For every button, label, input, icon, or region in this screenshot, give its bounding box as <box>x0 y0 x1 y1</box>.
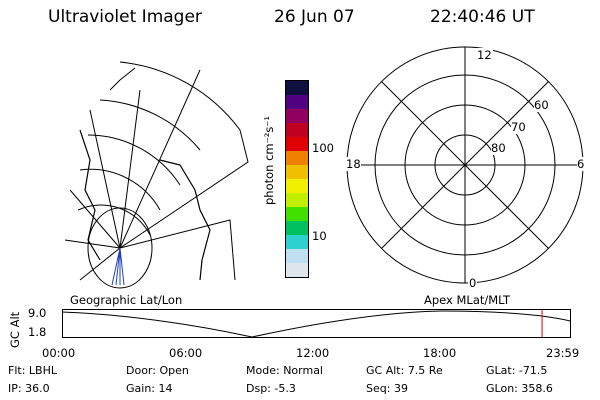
timeline-xtick-4: 23:59 <box>546 346 580 360</box>
geographic-map <box>64 61 249 289</box>
coastline-2 <box>159 159 211 281</box>
status-flt: Flt: LBHL <box>8 364 57 377</box>
lat-arc-1 <box>119 61 241 131</box>
colorbar-segment <box>286 263 308 277</box>
colorbar-segment <box>286 123 308 137</box>
status-dsp: Dsp: -5.3 <box>246 382 296 395</box>
status-ip: IP: 36.0 <box>8 382 50 395</box>
colorbar-segment <box>286 179 308 193</box>
mlt-label-6: 6 <box>577 157 585 171</box>
map-edge <box>119 129 249 249</box>
time: 22:40:46 UT <box>430 7 535 27</box>
polar-plot <box>346 46 584 284</box>
colorbar-segment <box>286 109 308 123</box>
altitude-curve <box>62 310 571 338</box>
title: Ultraviolet Imager <box>48 7 202 27</box>
timeline-xtick-0: 00:00 <box>42 346 76 360</box>
meridian-7 <box>119 219 236 281</box>
colorbar-segment <box>286 193 308 207</box>
timeline-xtick-3: 18:00 <box>423 346 457 360</box>
lat-arc-2 <box>99 99 201 151</box>
status-seq: Seq: 39 <box>366 382 408 395</box>
timeline-axis-label: GC Alt <box>8 311 22 348</box>
meridian-5 <box>64 239 121 249</box>
coastline-3 <box>109 67 136 91</box>
status-door: Door: Open <box>126 364 189 377</box>
timeline-ytick-min: 1.8 <box>28 325 47 339</box>
lat-label-70: 70 <box>511 120 526 134</box>
status-glon: GLon: 358.6 <box>486 382 553 395</box>
mlt-label-0: 0 <box>468 276 478 290</box>
status-gain: Gain: 14 <box>126 382 173 395</box>
polar-diagonal-2 <box>381 81 549 249</box>
colorbar-unit-label: photon cm⁻²s⁻¹ <box>262 116 276 205</box>
status-mode: Mode: Normal <box>246 364 323 377</box>
polar-plot-label: Apex MLat/MLT <box>424 293 511 307</box>
date: 26 Jun 07 <box>274 7 355 27</box>
colorbar-segment <box>286 81 308 95</box>
lat-arc-3 <box>87 134 181 186</box>
lat-label-80: 80 <box>491 141 506 155</box>
colorbar-segment <box>286 221 308 235</box>
color-bar <box>285 80 309 278</box>
meridian-3 <box>89 109 121 249</box>
colorbar-segment <box>286 151 308 165</box>
mlt-label-12: 12 <box>476 48 493 62</box>
timeline-frame <box>62 309 571 338</box>
pole-circle <box>87 207 153 289</box>
meridian-6 <box>79 247 121 281</box>
colorbar-segment <box>286 137 308 151</box>
meridian-4 <box>69 189 121 249</box>
meridian-2 <box>119 89 141 249</box>
colorbar-segment <box>286 235 308 249</box>
timeline-plot <box>62 309 571 338</box>
meridian-1 <box>119 69 201 249</box>
colorbar-tick-100: 100 <box>312 141 334 155</box>
lat-arc-4 <box>79 168 161 211</box>
lat-label-60: 60 <box>534 98 549 112</box>
timeline-ytick-max: 9.0 <box>28 306 47 320</box>
geo-map-label: Geographic Lat/Lon <box>70 293 183 307</box>
colorbar-tick-10: 10 <box>312 229 327 243</box>
colorbar-segment <box>286 249 308 263</box>
colorbar-segment <box>286 207 308 221</box>
spacecraft-track <box>111 247 125 286</box>
timeline-xtick-1: 06:00 <box>169 346 203 360</box>
timeline-xtick-2: 12:00 <box>296 346 330 360</box>
coastline-1 <box>79 129 101 261</box>
colorbar-segment <box>286 165 308 179</box>
colorbar-segment <box>286 95 308 109</box>
status-glat: GLat: -71.5 <box>486 364 548 377</box>
mlt-label-18: 18 <box>346 157 361 171</box>
status-gc-alt: GC Alt: 7.5 Re <box>366 364 443 377</box>
